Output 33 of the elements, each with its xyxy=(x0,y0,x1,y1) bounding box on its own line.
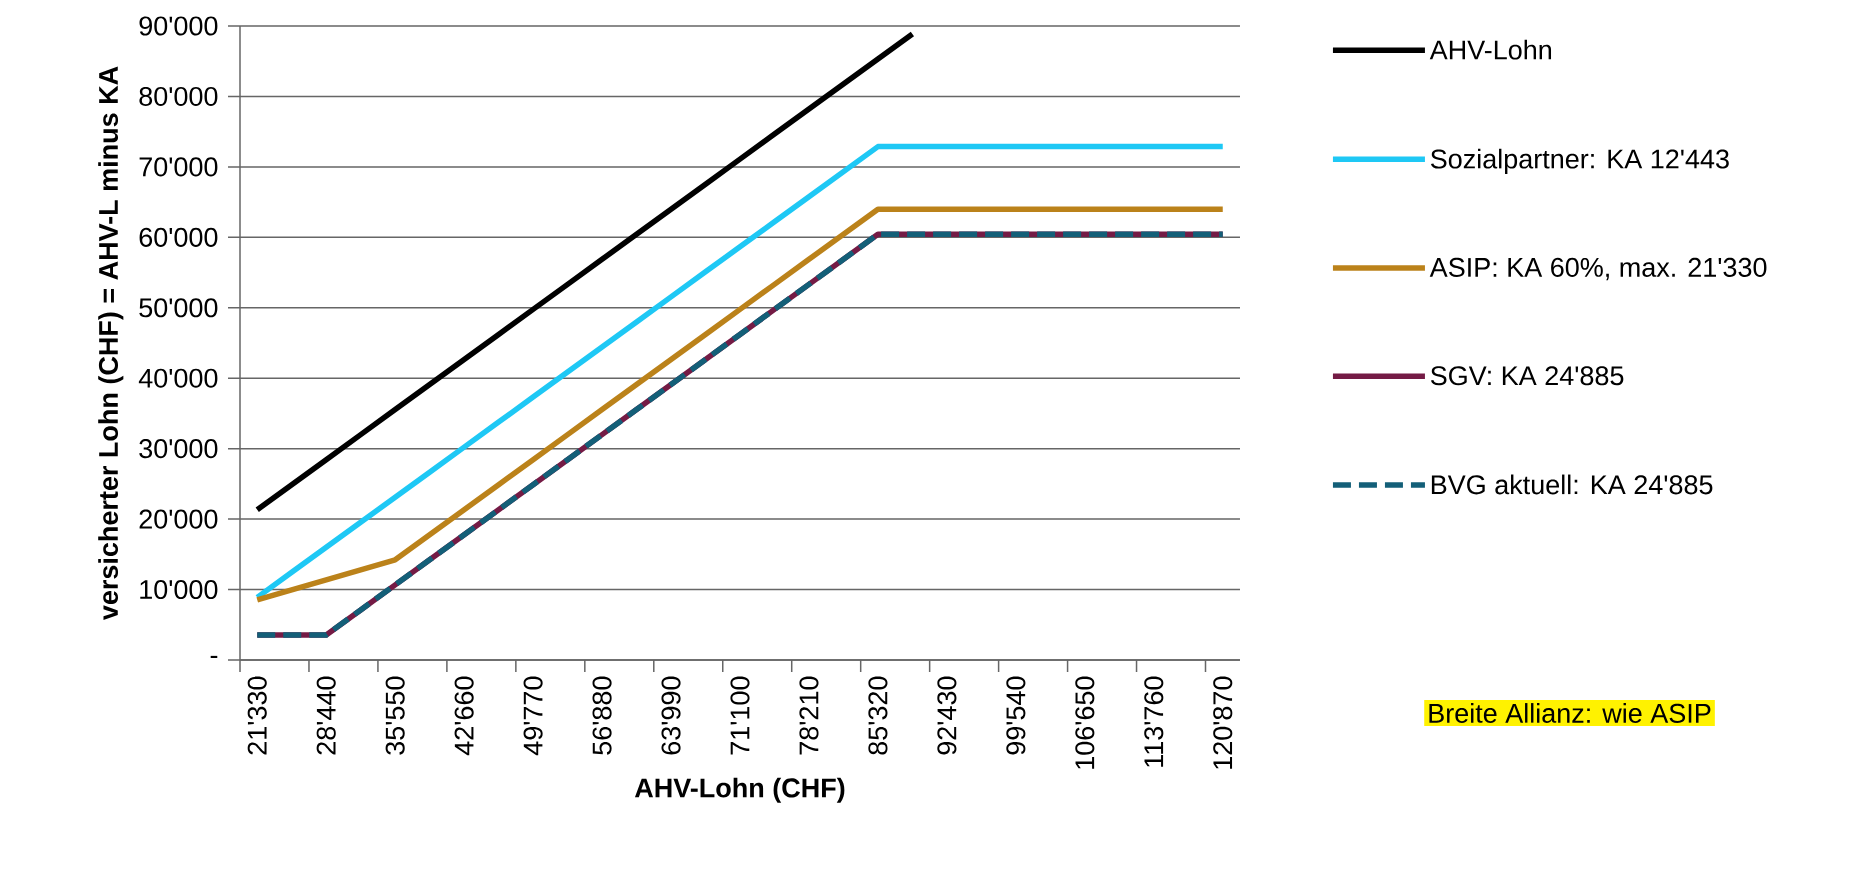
y-axis-title: versicherter Lohn (CHF) = AHV-L minus KA xyxy=(98,66,124,621)
y-tick-label: 70'000 xyxy=(139,157,218,177)
x-tick-label: 35'550 xyxy=(385,676,405,755)
x-tick-label: 21'330 xyxy=(247,676,267,755)
x-tick-label: 113'760 xyxy=(1144,676,1164,767)
x-tick-label: 63'990 xyxy=(661,676,681,755)
x-tick-label: 42'660 xyxy=(454,676,474,756)
x-tick-label: 56'880 xyxy=(592,676,612,755)
x-axis-title: AHV-Lohn (CHF) xyxy=(634,777,845,803)
y-tick-label: 80'000 xyxy=(139,86,218,106)
x-tick-label: 92'430 xyxy=(937,676,957,755)
text: Breite Allianz: wie ASIP xyxy=(1429,703,1711,723)
legend-label: AHV-Lohn xyxy=(1429,39,1552,60)
y-tick-label: 40'000 xyxy=(138,368,218,388)
legend-label: BVG aktuell: KA 24'885 xyxy=(1431,474,1713,495)
x-tick-label: 85'320 xyxy=(868,676,888,755)
legend-label: SGV: KA 24'885 xyxy=(1430,366,1624,386)
legend-label: Sozialpartner: KA 12'443 xyxy=(1430,148,1729,174)
x-tick-label: 71'100 xyxy=(730,676,750,755)
y-tick-label: 90'000 xyxy=(139,16,218,36)
y-tick-label: - xyxy=(210,655,218,658)
x-tick-label: 28'440 xyxy=(316,676,336,755)
y-tick-label: 30'000 xyxy=(139,439,218,459)
x-tick-label: 99'540 xyxy=(1006,676,1026,755)
y-tick-label: 60'000 xyxy=(139,227,218,247)
x-tick-label: 106'650 xyxy=(1075,676,1095,769)
x-tick-label: 49'770 xyxy=(523,676,543,756)
y-tick-label: 50'000 xyxy=(139,298,218,318)
legend-label: ASIP: KA 60%, max. 21'330 xyxy=(1429,257,1767,281)
y-tick-label: 20'000 xyxy=(139,509,218,529)
x-tick-label: 78'210 xyxy=(799,676,819,755)
y-tick-label: 10'000 xyxy=(140,580,218,600)
x-tick-label: 120'870 xyxy=(1213,676,1233,769)
